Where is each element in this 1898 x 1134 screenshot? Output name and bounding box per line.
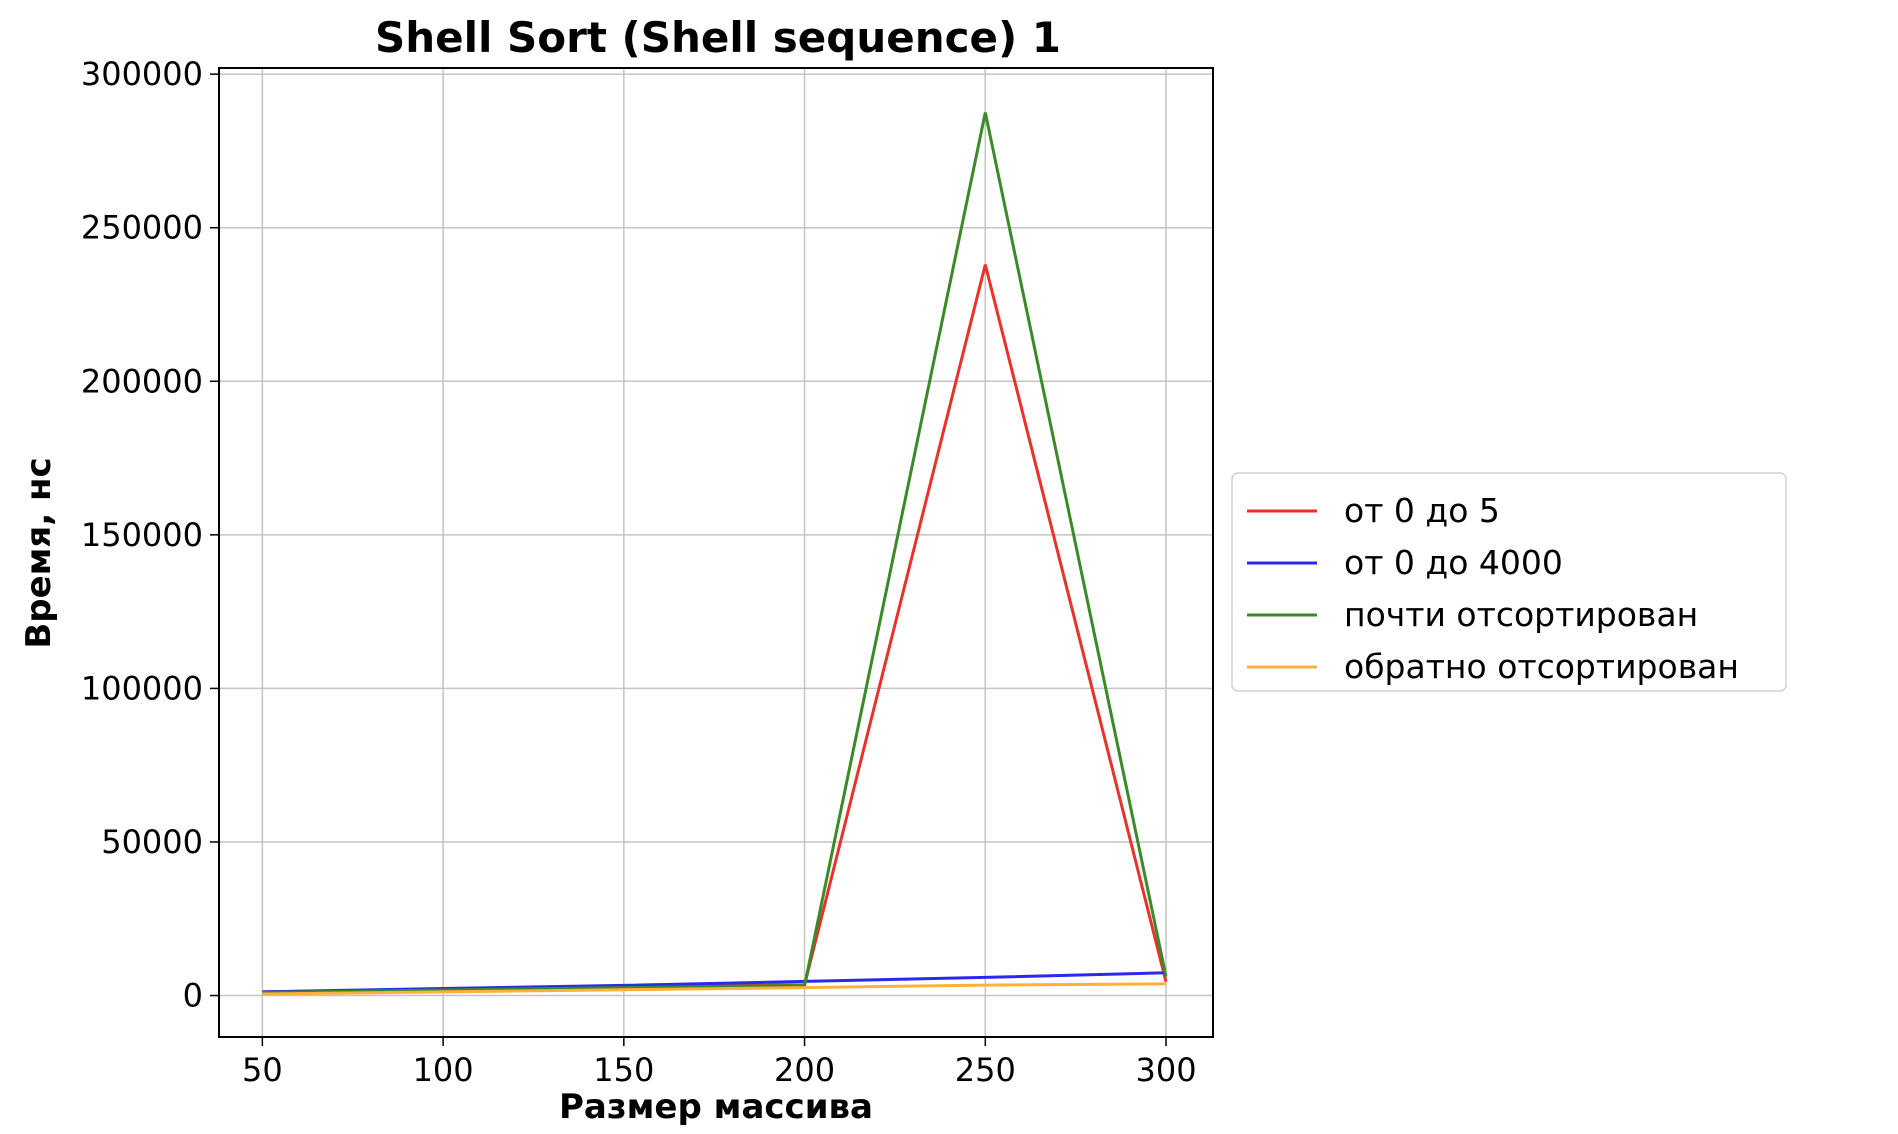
series-line-2	[262, 112, 1168, 994]
chart-title: Shell Sort (Shell sequence) 1	[375, 13, 1061, 62]
x-tick-label: 100	[413, 1051, 474, 1089]
x-tick-label: 200	[774, 1051, 835, 1089]
grid	[219, 68, 1213, 1037]
legend: от 0 до 5 от 0 до 4000 почти отсортирован о…	[1231, 472, 1787, 692]
legend-label-2: почти отсортирован	[1344, 595, 1698, 634]
x-tick-label: 250	[955, 1051, 1016, 1089]
y-tick-label: 300000	[81, 55, 203, 93]
plot-area	[218, 67, 1214, 1038]
x-tick-label: 150	[593, 1051, 654, 1089]
legend-box	[1231, 472, 1787, 692]
y-tick-label: 100000	[81, 669, 203, 707]
legend-label-3: обратно отсортирован	[1344, 647, 1739, 686]
x-tick-label: 300	[1135, 1051, 1196, 1089]
y-axis-title: Время, нс	[19, 457, 59, 648]
x-tick-label: 50	[242, 1051, 283, 1089]
y-tick-label: 0	[183, 977, 203, 1015]
series-line-0	[262, 264, 1168, 994]
legend-label-1: от 0 до 4000	[1344, 543, 1563, 582]
y-tick-label: 200000	[81, 362, 203, 400]
x-axis-title: Размер массива	[559, 1087, 873, 1127]
y-tick-label: 150000	[81, 516, 203, 554]
series-line-3	[262, 982, 1167, 996]
axis-ticks: 50 100 150 200 250 300 0 50000 100000 150000 20000…	[81, 55, 1197, 1089]
y-tick-label: 250000	[81, 209, 203, 247]
legend-label-0: от 0 до 5	[1344, 491, 1500, 530]
y-tick-label: 50000	[101, 823, 203, 861]
series-lines	[262, 112, 1168, 996]
